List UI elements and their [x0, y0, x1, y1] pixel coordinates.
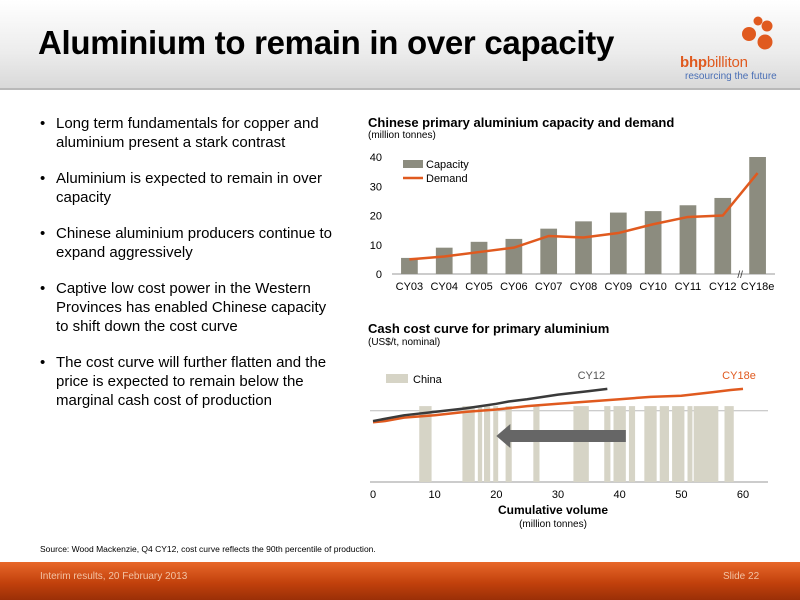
bullet-list: Long term fundamentals for copper and al…	[40, 114, 340, 427]
x-tick-label: CY06	[500, 281, 528, 293]
demand-line	[409, 172, 759, 261]
china-capacity-block	[687, 406, 693, 482]
shift-arrow-shaft	[508, 430, 626, 442]
legend-capacity-swatch	[403, 160, 423, 168]
capacity-bar	[401, 257, 418, 274]
bullet-item: Captive low cost power in the Western Pr…	[40, 279, 340, 336]
logo-name: bhpbilliton	[680, 54, 748, 71]
y-tick-label: 20	[370, 211, 382, 223]
x-tick-label: 40	[614, 489, 626, 501]
page-title: Aluminium to remain in over capacity	[38, 24, 615, 61]
capacity-bar	[644, 211, 662, 274]
china-capacity-block	[462, 406, 475, 482]
capacity-bar	[749, 157, 766, 274]
legend-capacity-label: Capacity	[426, 159, 469, 171]
china-capacity-block	[672, 406, 685, 482]
header-band	[0, 0, 800, 88]
china-capacity-block	[613, 406, 626, 482]
china-capacity-block	[659, 406, 669, 482]
cy12-cost-curve	[372, 387, 608, 423]
capacity-bar	[575, 221, 592, 274]
bhp-billiton-logo: bhpbilliton resourcing the future	[676, 14, 796, 84]
china-capacity-block	[573, 406, 589, 482]
y-tick-label: 40	[370, 152, 382, 164]
x-tick-label: CY07	[535, 281, 563, 293]
x-tick-label: 0	[370, 489, 376, 501]
x-tick-label: CY04	[430, 281, 458, 293]
china-capacity-block	[419, 406, 432, 482]
chart1-title: Chinese primary aluminium capacity and d…	[368, 115, 675, 130]
x-tick-label: CY10	[639, 281, 667, 293]
x-tick-label: 50	[675, 489, 687, 501]
y-tick-label: 0	[376, 269, 382, 281]
logo-name-rest: billiton	[706, 54, 748, 71]
capacity-bar	[540, 228, 558, 274]
x-tick-label: CY03	[396, 281, 424, 293]
logo-name-bold: bhp	[680, 54, 707, 71]
capacity-bar	[714, 197, 732, 274]
slide-number: Slide 22	[723, 571, 760, 582]
china-capacity-block	[477, 406, 483, 482]
x-tick-label: 10	[429, 489, 441, 501]
x-tick-label: CY08	[570, 281, 598, 293]
x-tick-label: CY18e	[741, 281, 775, 293]
x-tick-label: CY05	[465, 281, 493, 293]
capacity-bar	[435, 247, 453, 274]
cy18e-cost-curve	[372, 387, 744, 424]
capacity-bar	[505, 238, 523, 274]
bullet-item: The cost curve will further flatten and …	[40, 353, 340, 410]
logo-mark-icon	[742, 16, 773, 50]
capacity-demand-chart: 0 10 20 30 40 CY03 CY04 CY05 CY06 CY07 CY08 CY09 CY1…	[370, 152, 775, 293]
capacity-bar	[470, 241, 488, 274]
legend-demand-label: Demand	[426, 173, 468, 185]
footer-event: Interim results, 20 February 2013	[40, 571, 188, 582]
shift-arrow-head	[496, 424, 511, 448]
x-tick-label: CY09	[605, 281, 633, 293]
cash-cost-curve-chart: CY12 CY18e China 0 10 20 30 40 50 60 Cumulative vo…	[370, 370, 768, 530]
bullet-item: Chinese aluminium producers continue to …	[40, 224, 340, 262]
footer-band	[0, 562, 800, 600]
capacity-bar	[679, 205, 697, 274]
x-tick-label: CY12	[709, 281, 737, 293]
china-capacity-block	[484, 406, 491, 482]
chart2-title: Cash cost curve for primary aluminium	[368, 321, 610, 336]
cy18e-label: CY18e	[722, 370, 756, 382]
chart2-subtitle: (US$/t, nominal)	[368, 337, 441, 348]
china-capacity-block	[693, 406, 719, 482]
bullet-item: Long term fundamentals for copper and al…	[40, 114, 340, 152]
cy12-label: CY12	[578, 370, 606, 382]
chart1-subtitle: (million tonnes)	[368, 130, 436, 141]
source-note: Source: Wood Mackenzie, Q4 CY12, cost cu…	[40, 544, 376, 554]
china-capacity-block	[628, 406, 636, 482]
capacity-bar	[609, 212, 627, 274]
bullet-item: Aluminium is expected to remain in over …	[40, 169, 340, 207]
legend-china-label: China	[413, 374, 443, 386]
y-tick-label: 30	[370, 181, 382, 193]
x-tick-label: 60	[737, 489, 749, 501]
china-capacity-block	[724, 406, 734, 482]
y-tick-label: 10	[370, 240, 382, 252]
header-divider	[0, 88, 800, 90]
china-capacity-block	[644, 406, 657, 482]
x-axis-subtitle: (million tonnes)	[519, 519, 587, 530]
x-tick-label: 20	[490, 489, 502, 501]
x-tick-label: 30	[552, 489, 564, 501]
china-capacity-block	[493, 406, 499, 482]
x-tick-label: CY11	[675, 281, 702, 293]
china-capacity-block	[533, 406, 540, 482]
logo-tagline: resourcing the future	[685, 71, 777, 82]
china-capacity-block	[604, 406, 611, 482]
axis-break-mark: //	[737, 270, 743, 281]
legend-china-swatch	[386, 374, 408, 383]
x-axis-title: Cumulative volume	[498, 503, 608, 517]
